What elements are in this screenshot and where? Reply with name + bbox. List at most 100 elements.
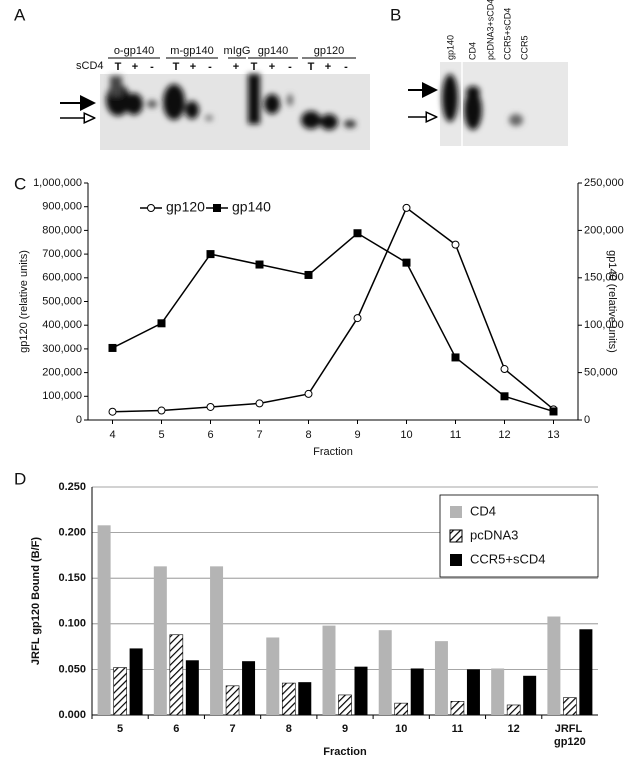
y-tick-label: 0.050 xyxy=(58,663,86,675)
x-axis-label: Fraction xyxy=(323,746,367,758)
panel-label: C xyxy=(14,174,26,193)
x-axis-label: Fraction xyxy=(313,446,353,458)
bar xyxy=(466,669,480,715)
lane-label: T xyxy=(115,61,122,73)
x-tick-label: 7 xyxy=(256,429,262,441)
x-tick-label: 10 xyxy=(395,723,407,735)
lane-label: T xyxy=(251,61,258,73)
point xyxy=(304,389,313,398)
y-tick-label: 600,000 xyxy=(42,272,82,284)
y-tick-label: 900,000 xyxy=(42,201,82,213)
bar xyxy=(185,660,199,715)
bar xyxy=(242,661,256,715)
x-tick-label: 13 xyxy=(547,429,559,441)
legend-swatch xyxy=(450,554,462,566)
y-tick-label: 0.000 xyxy=(58,709,86,721)
y2-tick-label: 200,000 xyxy=(584,224,624,236)
legend-swatch xyxy=(450,506,462,518)
panel-label: B xyxy=(390,5,401,24)
point xyxy=(402,258,411,267)
lane-label: CD4 xyxy=(467,42,477,60)
y2-tick-label: 150,000 xyxy=(584,272,624,284)
panel-label: D xyxy=(14,469,26,488)
y-tick-label: 200,000 xyxy=(42,367,82,379)
point xyxy=(451,240,460,249)
y-tick-label: 1,000,000 xyxy=(33,177,82,189)
point xyxy=(157,319,166,328)
x-tick-label: 8 xyxy=(305,429,311,441)
point xyxy=(206,402,215,411)
y2-axis-label: gp140 (relative units) xyxy=(606,250,618,353)
bar xyxy=(169,634,184,716)
lane-label: + xyxy=(190,61,196,73)
bar xyxy=(378,630,392,715)
x-tick-label: 6 xyxy=(207,429,213,441)
x-tick-label: 6 xyxy=(173,723,179,735)
x-tick-label: 12 xyxy=(498,429,510,441)
point xyxy=(500,365,509,374)
bar xyxy=(506,704,521,716)
legend-marker xyxy=(213,204,221,212)
x-tick-label: JRFL gp120 xyxy=(554,723,586,748)
y-axis-label: gp120 (relative units) xyxy=(18,250,30,353)
bar xyxy=(394,702,409,716)
legend-box xyxy=(439,494,599,578)
y2-tick-label: 0 xyxy=(584,414,590,426)
bar xyxy=(563,697,577,716)
lane-group-label: o-gp140 xyxy=(114,45,154,57)
legend-label: gp140 xyxy=(232,199,271,215)
point xyxy=(402,203,411,212)
point xyxy=(353,229,362,238)
bar xyxy=(153,566,167,715)
bar xyxy=(338,694,352,716)
legend-marker xyxy=(147,204,155,212)
y-tick-label: 0.150 xyxy=(58,572,86,584)
point xyxy=(500,392,509,401)
x-tick-label: 5 xyxy=(158,429,164,441)
y-axis-label: JRFL gp120 Bound (B/F) xyxy=(30,537,42,665)
lane-label: - xyxy=(344,61,348,73)
bar xyxy=(354,666,368,715)
legend-label: pcDNA3 xyxy=(470,527,518,542)
lane-label: + xyxy=(132,61,138,73)
blot-b xyxy=(440,62,568,146)
bar xyxy=(97,525,111,715)
bar xyxy=(523,675,537,715)
y-tick-label: 0 xyxy=(76,414,82,426)
x-tick-label: 11 xyxy=(452,723,464,735)
y-tick-label: 0.200 xyxy=(58,527,86,539)
point xyxy=(255,399,264,408)
x-tick-label: 4 xyxy=(109,429,115,441)
legend-label: CD4 xyxy=(470,503,496,518)
series-line xyxy=(112,232,554,413)
point xyxy=(108,343,117,352)
lane-group-label: m-gp140 xyxy=(170,45,213,57)
point xyxy=(157,406,166,415)
y2-tick-label: 250,000 xyxy=(584,177,624,189)
bar xyxy=(579,629,593,715)
y-tick-label: 300,000 xyxy=(42,343,82,355)
y2-tick-label: 50,000 xyxy=(584,367,618,379)
y-tick-label: 500,000 xyxy=(42,295,82,307)
lane-group-label: gp140 xyxy=(258,45,289,57)
bar xyxy=(410,668,424,715)
bar xyxy=(298,682,312,715)
lane-label: - xyxy=(208,61,212,73)
lane-label: + xyxy=(233,61,239,73)
y-tick-label: 0.100 xyxy=(58,618,86,630)
x-tick-label: 8 xyxy=(286,723,292,735)
lane-group-label: mIgG xyxy=(224,45,251,57)
x-tick-label: 11 xyxy=(450,429,461,441)
blot-a xyxy=(100,74,370,150)
lane-group-label: gp120 xyxy=(314,45,345,57)
bar xyxy=(266,637,280,715)
lane-label: - xyxy=(150,61,154,73)
y-tick-label: 100,000 xyxy=(42,390,82,402)
lane-label: T xyxy=(308,61,315,73)
legend-label: gp120 xyxy=(166,199,205,215)
x-tick-label: 5 xyxy=(117,723,123,735)
lane-label: CCR5 xyxy=(519,35,529,60)
lane-label: gp140 xyxy=(445,35,455,60)
